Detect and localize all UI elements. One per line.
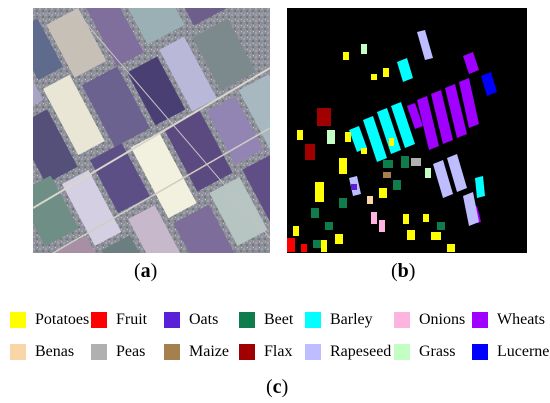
legend-item-beet: Beet [239, 309, 293, 331]
legend-swatch [239, 312, 255, 328]
lucerne-fields [481, 72, 497, 96]
maize-fields [383, 172, 391, 178]
legend-item-onions: Onions [394, 309, 465, 331]
legend-swatch [164, 312, 180, 328]
caption-b: (b) [391, 260, 416, 282]
legend-swatch [239, 344, 255, 360]
legend-item-maize: Maize [164, 341, 229, 363]
legend-label: Wheats [497, 311, 545, 328]
oats-fields [351, 184, 357, 190]
legend-label: Oats [189, 311, 219, 328]
legend-label: Flax [264, 343, 293, 360]
legend-swatch [10, 344, 26, 360]
legend-swatch [91, 344, 107, 360]
legend-label: Barley [330, 311, 373, 328]
peas-fields [411, 158, 421, 166]
legend-item-rapeseed: Rapeseed [305, 341, 391, 363]
legend-swatch [394, 312, 410, 328]
legend: Potatoes Fruit Oats Beet Barley Onions W… [0, 306, 550, 376]
legend-label: Beet [264, 311, 294, 328]
legend-label: Benas [35, 343, 75, 360]
wheats-fields [407, 52, 481, 224]
legend-label: Grass [419, 343, 456, 360]
potatoes-fields [293, 52, 455, 252]
beet-fields [311, 156, 445, 248]
flax-fields [305, 108, 331, 160]
barley-fields [349, 58, 485, 198]
legend-label: Lucerne [497, 343, 550, 360]
legend-item-lucerne: Lucerne [472, 341, 549, 363]
legend-swatch [164, 344, 180, 360]
label-map-panel [287, 8, 527, 253]
legend-item-peas: Peas [91, 341, 145, 363]
legend-item-benas: Benas [10, 341, 74, 363]
legend-label: Fruit [116, 311, 148, 328]
legend-label: Onions [419, 311, 466, 328]
label-map [287, 8, 527, 253]
legend-item-barley: Barley [305, 309, 373, 331]
legend-label: Maize [189, 343, 229, 360]
legend-swatch [472, 312, 488, 328]
caption-a: (a) [134, 260, 158, 282]
sar-image [33, 8, 270, 253]
legend-swatch [472, 344, 488, 360]
benas-fields [367, 196, 373, 204]
legend-item-fruit: Fruit [91, 309, 147, 331]
legend-swatch [91, 312, 107, 328]
legend-swatch [10, 312, 26, 328]
fruit-fields [287, 238, 307, 252]
legend-item-flax: Flax [239, 341, 292, 363]
sar-image-panel [33, 8, 270, 253]
onions-fields [371, 212, 385, 232]
grass-fields [327, 44, 431, 178]
legend-label: Peas [116, 343, 146, 360]
legend-item-grass: Grass [394, 341, 455, 363]
legend-item-oats: Oats [164, 309, 218, 331]
legend-label: Potatoes [35, 311, 90, 328]
legend-swatch [305, 312, 321, 328]
legend-swatch [305, 344, 321, 360]
legend-label: Rapeseed [330, 343, 392, 360]
legend-item-potatoes: Potatoes [10, 309, 89, 331]
rapeseed-fields [349, 30, 479, 226]
legend-item-wheats: Wheats [472, 309, 545, 331]
legend-swatch [394, 344, 410, 360]
caption-c: (c) [266, 376, 289, 398]
